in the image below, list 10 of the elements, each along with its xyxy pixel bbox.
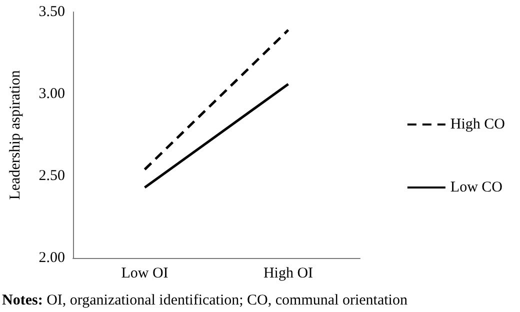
- y-tick-label: 3.00: [38, 86, 65, 102]
- text: Notes: OI, organizational identification; CO, communal orientation: [2, 292, 408, 308]
- y-tick-label: 2.00: [38, 250, 65, 266]
- y-tick-label: 3.50: [38, 4, 65, 20]
- x-tick-label: Low OI: [121, 266, 168, 282]
- legend-label: High CO: [450, 116, 506, 132]
- y-tick-label: 2.50: [38, 168, 65, 184]
- x-tick-label: High OI: [263, 266, 314, 282]
- legend-label: Low CO: [450, 180, 503, 196]
- y-axis-title: Leadership aspiration: [8, 70, 24, 200]
